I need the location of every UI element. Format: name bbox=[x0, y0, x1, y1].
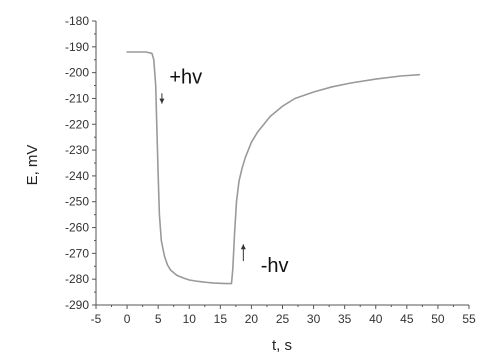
x-tick-label: -5 bbox=[91, 312, 102, 326]
y-tick-label: -250 bbox=[65, 195, 89, 209]
x-tick-label: 30 bbox=[307, 312, 321, 326]
annotation-label: -hv bbox=[261, 255, 289, 277]
x-tick-label: 45 bbox=[400, 312, 414, 326]
series-line bbox=[126, 51, 421, 285]
y-tick-label: -290 bbox=[65, 298, 89, 312]
y-tick-label: -200 bbox=[65, 66, 89, 80]
x-tick-label: 35 bbox=[338, 312, 352, 326]
y-tick-label: -270 bbox=[65, 246, 89, 260]
x-tick-label: 20 bbox=[245, 312, 259, 326]
y-tick-label: -180 bbox=[65, 14, 89, 28]
annotation-label: +hv bbox=[169, 67, 202, 89]
y-tick-label: -210 bbox=[65, 91, 89, 105]
y-tick-label: -230 bbox=[65, 143, 89, 157]
x-tick-label: 50 bbox=[431, 312, 445, 326]
x-tick-label: 5 bbox=[155, 312, 162, 326]
x-tick-label: 25 bbox=[276, 312, 290, 326]
y-tick-label: -240 bbox=[65, 169, 89, 183]
x-axis-title: t, s bbox=[272, 337, 292, 354]
series-layer bbox=[126, 51, 421, 285]
x-tick-label: 40 bbox=[369, 312, 383, 326]
annotation-layer: +hv -hv bbox=[159, 67, 289, 277]
y-tick-label: -190 bbox=[65, 40, 89, 54]
x-tick-label: 15 bbox=[214, 312, 228, 326]
annotation-arrow-head bbox=[240, 244, 246, 250]
x-ticks: -5 0 5 10 15 20 25 30 35 40 45 50 55 bbox=[91, 305, 476, 326]
annotation-arrow-head bbox=[159, 98, 165, 104]
y-axis-title: E, mV bbox=[24, 145, 41, 186]
plot-area: -5 0 5 10 15 20 25 30 35 40 45 50 55 -180 -190 -200 -21… bbox=[65, 14, 476, 326]
y-ticks: -180 -190 -200 -210 -220 -230 -240 -250 -260 -270… bbox=[65, 14, 96, 312]
x-tick-label: 0 bbox=[124, 312, 131, 326]
y-tick-label: -220 bbox=[65, 117, 89, 131]
x-tick-label: 55 bbox=[462, 312, 476, 326]
y-tick-label: -260 bbox=[65, 221, 89, 235]
y-tick-label: -280 bbox=[65, 272, 89, 286]
x-tick-label: 10 bbox=[183, 312, 197, 326]
